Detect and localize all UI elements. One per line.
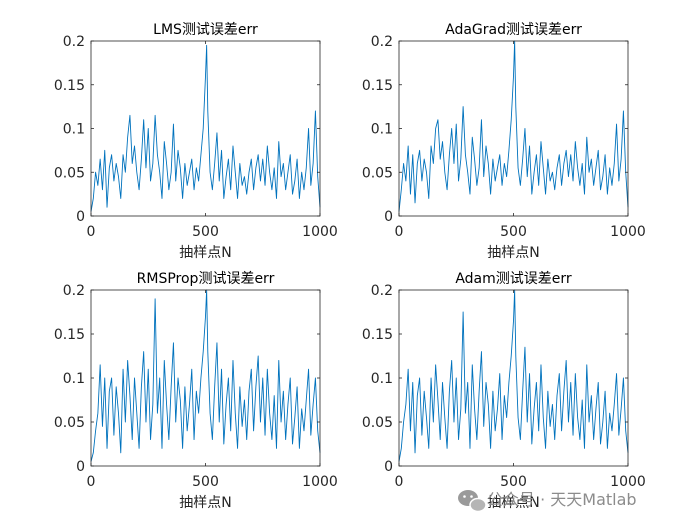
plot-title: RMSProp测试误差err bbox=[137, 271, 275, 287]
x-axis-label: 抽样点N bbox=[179, 495, 231, 511]
plot-title: LMS测试误差err bbox=[153, 22, 258, 38]
subplot-4: 0 500 1000 0 0.05 0.1 0.15 0.2 Adam测试误差err 抽样点N bbox=[362, 271, 646, 511]
subplot-3: 0 500 1000 0 0.05 0.1 0.15 0.2 RMSProp测试误差err 抽样点… bbox=[54, 271, 338, 511]
x-tick-label: 1000 bbox=[302, 224, 338, 240]
y-tick-label: 0 bbox=[384, 459, 393, 475]
y-tick-label: 0 bbox=[384, 209, 393, 225]
y-tick-label: 0.15 bbox=[362, 327, 393, 343]
y-tick-label: 0.1 bbox=[371, 371, 393, 387]
y-tick-label: 0.2 bbox=[371, 283, 393, 299]
x-tick-label: 0 bbox=[395, 474, 404, 490]
watermark-text: 公众号 · 天天Matlab bbox=[487, 490, 637, 509]
y-tick-label: 0.1 bbox=[63, 371, 85, 387]
watermark: 公众号 · 天天Matlab bbox=[458, 490, 637, 513]
y-tick-label: 0.05 bbox=[362, 165, 393, 181]
y-tick-label: 0 bbox=[76, 209, 85, 225]
y-tick-label: 0.05 bbox=[54, 415, 85, 431]
series-line-1 bbox=[90, 289, 321, 462]
subplot-2: 0 500 1000 0 0.05 0.1 0.15 0.2 AdaGrad测试误差err 抽样点… bbox=[362, 22, 646, 261]
y-tick-label: 0.2 bbox=[63, 34, 85, 50]
subplot-1: 0 500 1000 0 0.05 0.1 0.15 0.2 LMS测试误差err 抽样点N bbox=[54, 22, 338, 261]
y-tick-label: 0.05 bbox=[362, 415, 393, 431]
y-tick-label: 0 bbox=[76, 459, 85, 475]
x-tick-label: 1000 bbox=[610, 474, 646, 490]
y-tick-label: 0.2 bbox=[63, 283, 85, 299]
x-tick-label: 0 bbox=[87, 474, 96, 490]
x-axis-label: 抽样点N bbox=[179, 245, 231, 261]
series-line-1 bbox=[90, 44, 321, 212]
y-tick-label: 0.1 bbox=[63, 122, 85, 138]
wechat-icon bbox=[458, 490, 487, 513]
x-axis-label: 抽样点N bbox=[487, 495, 539, 511]
series-line-1 bbox=[398, 289, 629, 462]
x-tick-label: 500 bbox=[500, 474, 527, 490]
plot-title: Adam测试误差err bbox=[455, 271, 572, 287]
x-tick-label: 0 bbox=[87, 224, 96, 240]
x-tick-label: 500 bbox=[192, 224, 219, 240]
x-tick-label: 1000 bbox=[610, 224, 646, 240]
y-tick-label: 0.1 bbox=[371, 122, 393, 138]
x-tick-label: 0 bbox=[395, 224, 404, 240]
x-tick-label: 1000 bbox=[302, 474, 338, 490]
x-tick-label: 500 bbox=[500, 224, 527, 240]
x-axis-label: 抽样点N bbox=[487, 245, 539, 261]
y-tick-label: 0.05 bbox=[54, 165, 85, 181]
x-tick-label: 500 bbox=[192, 474, 219, 490]
y-tick-label: 0.15 bbox=[54, 327, 85, 343]
y-tick-label: 0.15 bbox=[54, 78, 85, 94]
y-tick-label: 0.2 bbox=[371, 34, 393, 50]
plot-title: AdaGrad测试误差err bbox=[445, 22, 582, 38]
series-line-1 bbox=[398, 40, 629, 212]
subplot-grid: 0 500 1000 0 0.05 0.1 0.15 0.2 LMS测试误差err 抽样点N 0 50… bbox=[54, 22, 646, 511]
y-tick-label: 0.15 bbox=[362, 78, 393, 94]
